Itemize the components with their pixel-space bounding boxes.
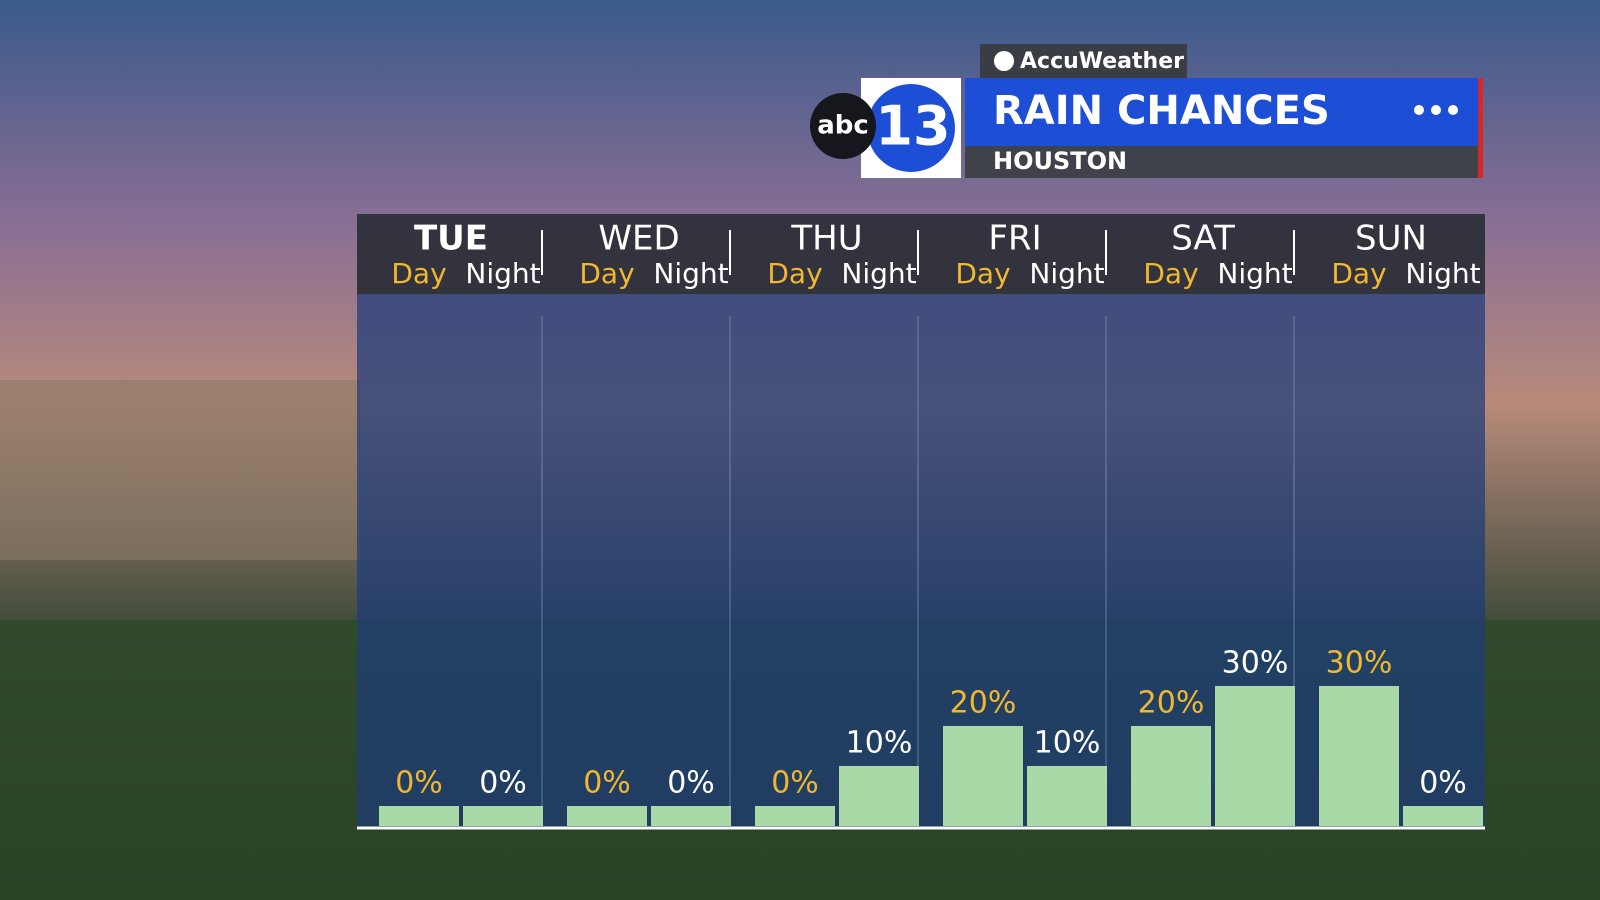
bar [943,726,1023,826]
value-label: 10% [846,726,913,761]
bar [567,806,647,826]
chart-panel [357,294,1485,828]
bar [755,806,835,826]
bar [463,806,543,826]
title-accent [1478,78,1483,178]
provider: AccuWeather [1020,49,1184,74]
logo-network: abc [817,111,869,141]
bar [1403,806,1483,826]
period-label: Day [579,257,634,290]
title-bar [965,78,1480,146]
menu-dot [1431,105,1441,115]
value-label: 20% [1138,686,1205,721]
period-label: Day [1143,257,1198,290]
logo-circle [810,93,876,159]
period-label: Night [1029,257,1104,290]
value-label: 10% [1034,726,1101,761]
menu-dot [1448,105,1458,115]
period-label: Day [955,257,1010,290]
provider-icon [994,51,1014,71]
value-label: 0% [667,766,715,801]
header-row [357,214,1485,294]
bar [1215,686,1295,826]
day-label: TUE [414,219,488,259]
period-label: Night [841,257,916,290]
period-label: Day [391,257,446,290]
provider-tab [980,44,1187,78]
period-label: Night [653,257,728,290]
day-label: SUN [1355,219,1427,259]
day-label: SAT [1171,219,1235,259]
day-label: FRI [988,219,1041,259]
period-label: Day [1331,257,1386,290]
value-label: 0% [395,766,443,801]
value-label: 0% [583,766,631,801]
menu-dot [1414,105,1424,115]
bar [839,766,919,826]
value-label: 30% [1326,646,1393,681]
bar [1319,686,1399,826]
day-label: WED [598,219,679,259]
period-label: Day [767,257,822,290]
value-label: 20% [950,686,1017,721]
logo-channel: 13 [875,95,950,158]
bar [379,806,459,826]
period-label: Night [1217,257,1292,290]
value-label: 0% [771,766,819,801]
value-label: 0% [1419,766,1467,801]
value-label: 30% [1222,646,1289,681]
chart-title: RAIN CHANCES [993,88,1330,134]
bar [651,806,731,826]
bar [1027,766,1107,826]
bar [1131,726,1211,826]
subtitle-bar [965,146,1480,178]
period-label: Night [465,257,540,290]
city-backdrop [0,380,360,560]
chart-subtitle: HOUSTON [993,147,1127,175]
period-label: Night [1405,257,1480,290]
day-label: THU [790,219,862,259]
logo-ring [867,84,955,172]
value-label: 0% [479,766,527,801]
